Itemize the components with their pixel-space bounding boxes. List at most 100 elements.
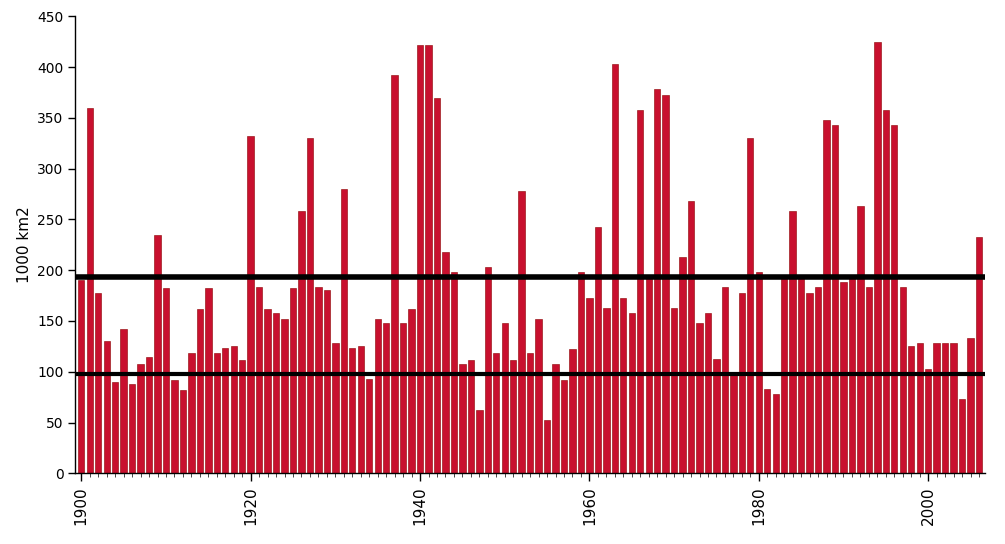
Bar <box>654 89 660 473</box>
Bar <box>501 323 508 473</box>
Bar <box>341 189 347 473</box>
Bar <box>578 272 584 473</box>
Bar <box>671 308 677 473</box>
Bar <box>790 211 796 473</box>
Bar <box>519 191 525 473</box>
Bar <box>951 343 957 473</box>
Bar <box>891 125 897 473</box>
Bar <box>425 45 432 473</box>
Bar <box>155 234 161 473</box>
Bar <box>679 257 685 473</box>
Bar <box>180 390 186 473</box>
Bar <box>882 110 889 473</box>
Bar <box>171 380 178 473</box>
Bar <box>451 272 457 473</box>
Bar <box>773 394 779 473</box>
Bar <box>197 309 203 473</box>
Bar <box>705 313 712 473</box>
Bar <box>595 226 601 473</box>
Bar <box>849 277 855 473</box>
Bar <box>645 277 652 473</box>
Bar <box>146 356 152 473</box>
Bar <box>756 272 762 473</box>
Bar <box>214 354 220 473</box>
Bar <box>281 319 287 473</box>
Bar <box>687 201 694 473</box>
Bar <box>95 293 102 473</box>
Bar <box>569 349 576 473</box>
Bar <box>637 110 643 473</box>
Bar <box>917 343 923 473</box>
Bar <box>747 138 754 473</box>
Bar <box>247 136 254 473</box>
Bar <box>696 323 702 473</box>
Bar <box>874 42 880 473</box>
Bar <box>510 360 517 473</box>
Bar <box>832 125 838 473</box>
Bar <box>484 267 491 473</box>
Bar <box>467 360 474 473</box>
Bar <box>349 348 356 473</box>
Bar <box>968 338 974 473</box>
Bar <box>138 363 144 473</box>
Bar <box>536 319 542 473</box>
Bar <box>764 389 771 473</box>
Bar <box>620 298 626 473</box>
Bar <box>544 421 551 473</box>
Bar <box>493 354 499 473</box>
Bar <box>383 323 389 473</box>
Bar <box>798 277 804 473</box>
Bar <box>459 363 465 473</box>
Bar <box>298 211 305 473</box>
Bar <box>316 287 322 473</box>
Bar <box>739 293 745 473</box>
Bar <box>612 64 618 473</box>
Bar <box>375 319 381 473</box>
Bar <box>230 347 237 473</box>
Bar <box>959 399 965 473</box>
Bar <box>239 360 245 473</box>
Bar <box>442 252 448 473</box>
Bar <box>333 343 339 473</box>
Bar <box>434 97 440 473</box>
Bar <box>925 369 932 473</box>
Bar <box>603 308 609 473</box>
Bar <box>222 348 228 473</box>
Bar <box>586 298 593 473</box>
Bar <box>129 384 136 473</box>
Bar <box>112 382 119 473</box>
Bar <box>307 138 314 473</box>
Bar <box>815 287 821 473</box>
Bar <box>400 323 406 473</box>
Bar <box>722 287 728 473</box>
Bar <box>104 341 110 473</box>
Bar <box>942 343 949 473</box>
Bar <box>806 293 813 473</box>
Bar <box>78 280 84 473</box>
Bar <box>857 206 863 473</box>
Bar <box>256 287 262 473</box>
Bar <box>662 95 668 473</box>
Bar <box>714 358 720 473</box>
Bar <box>289 288 296 473</box>
Bar <box>417 45 423 473</box>
Bar <box>163 288 169 473</box>
Bar <box>392 75 398 473</box>
Y-axis label: 1000 km2: 1000 km2 <box>17 206 31 283</box>
Bar <box>324 290 330 473</box>
Bar <box>86 108 92 473</box>
Bar <box>865 287 872 473</box>
Bar <box>976 237 982 473</box>
Bar <box>561 380 567 473</box>
Bar <box>527 354 534 473</box>
Bar <box>781 277 787 473</box>
Bar <box>476 410 482 473</box>
Bar <box>264 309 270 473</box>
Bar <box>358 347 364 473</box>
Bar <box>188 354 195 473</box>
Bar <box>121 329 127 473</box>
Bar <box>553 363 559 473</box>
Bar <box>840 282 846 473</box>
Bar <box>899 287 906 473</box>
Bar <box>408 309 415 473</box>
